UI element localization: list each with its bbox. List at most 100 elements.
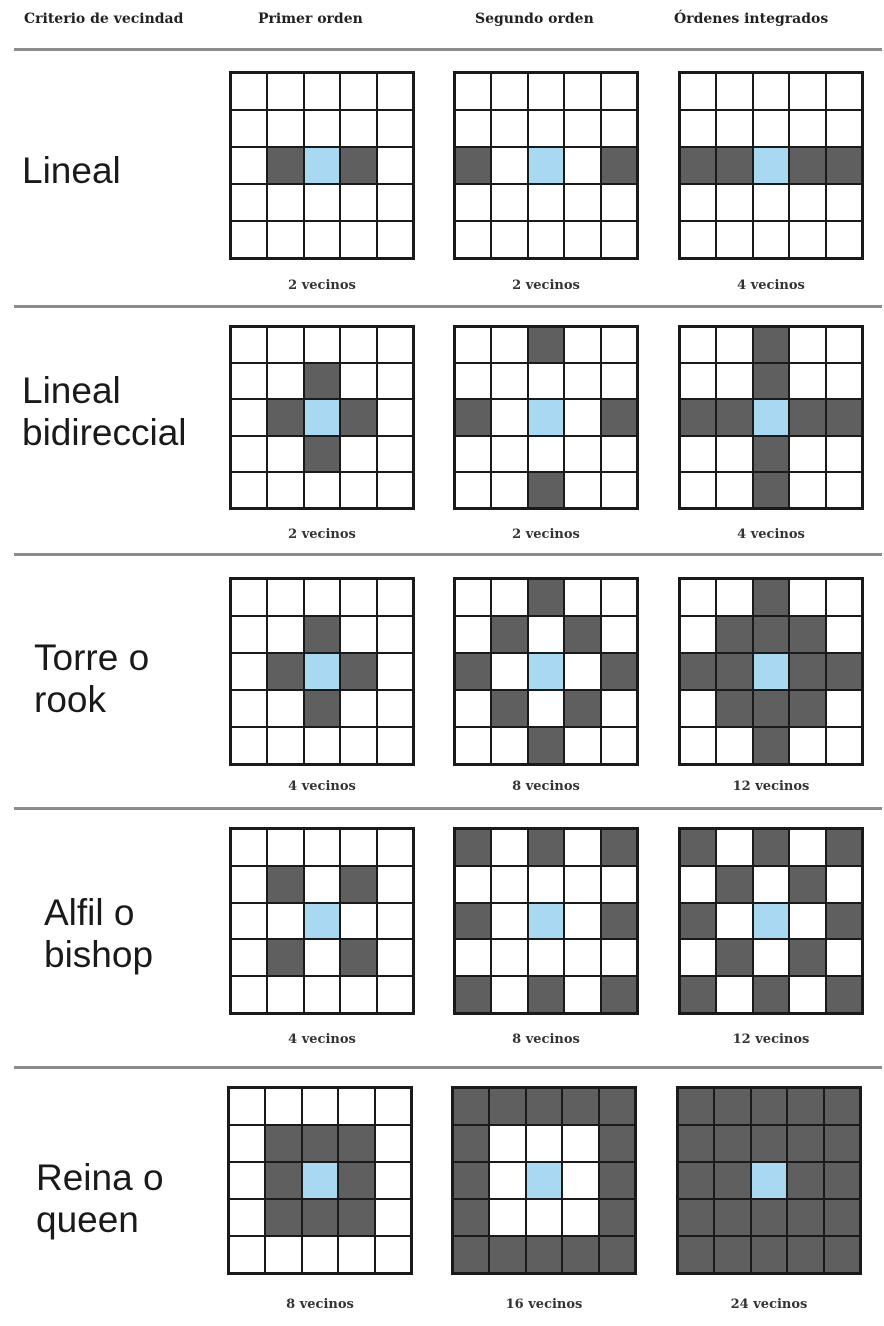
empty-cell bbox=[716, 471, 753, 508]
neighbor-cell bbox=[678, 1199, 715, 1236]
neighbor-cell bbox=[716, 690, 753, 727]
caption-neighbor-count: 4 vecinos bbox=[737, 527, 805, 542]
grid-alfil-integrados bbox=[678, 827, 864, 1015]
empty-cell bbox=[340, 327, 377, 364]
empty-cell bbox=[491, 939, 528, 977]
neighbor-cell bbox=[267, 147, 304, 184]
empty-cell bbox=[716, 976, 753, 1013]
empty-cell bbox=[789, 363, 826, 400]
empty-cell bbox=[716, 327, 753, 364]
neighbor-cell bbox=[600, 147, 637, 184]
center-cell bbox=[752, 653, 790, 690]
empty-cell bbox=[267, 829, 304, 866]
empty-cell bbox=[376, 399, 413, 436]
neighbor-cell bbox=[338, 1162, 375, 1199]
empty-cell bbox=[267, 327, 304, 364]
empty-cell bbox=[376, 221, 413, 258]
empty-cell bbox=[340, 435, 377, 472]
neighbor-cell bbox=[267, 653, 304, 690]
empty-cell bbox=[564, 829, 601, 866]
empty-cell bbox=[231, 829, 268, 866]
neighbor-cell bbox=[789, 939, 826, 977]
neighbor-cell bbox=[453, 1162, 490, 1199]
empty-cell bbox=[825, 221, 862, 258]
empty-cell bbox=[789, 110, 826, 147]
empty-cell bbox=[491, 184, 528, 221]
caption-neighbor-count: 2 vecinos bbox=[288, 527, 356, 542]
empty-cell bbox=[376, 653, 413, 690]
empty-cell bbox=[564, 653, 601, 690]
neighbor-cell bbox=[789, 399, 826, 436]
empty-cell bbox=[564, 902, 601, 940]
neighbor-cell bbox=[716, 865, 753, 903]
neighbor-cell bbox=[340, 147, 377, 184]
header-primer-orden: Primer orden bbox=[258, 11, 363, 27]
empty-cell bbox=[491, 73, 528, 110]
neighbor-cell bbox=[600, 399, 637, 436]
neighbor-cell bbox=[714, 1088, 751, 1125]
empty-cell bbox=[376, 147, 413, 184]
empty-cell bbox=[789, 471, 826, 508]
empty-cell bbox=[680, 727, 717, 764]
empty-cell bbox=[455, 471, 492, 508]
empty-cell bbox=[491, 221, 528, 258]
empty-cell bbox=[680, 184, 717, 221]
empty-cell bbox=[489, 1162, 526, 1199]
neighbor-cell bbox=[455, 399, 492, 436]
empty-cell bbox=[825, 690, 862, 727]
empty-cell bbox=[564, 221, 601, 258]
empty-cell bbox=[374, 1236, 411, 1273]
empty-cell bbox=[789, 829, 826, 866]
neighbor-cell bbox=[752, 471, 790, 508]
empty-cell bbox=[231, 184, 268, 221]
empty-cell bbox=[303, 471, 341, 508]
empty-cell bbox=[825, 939, 862, 977]
divider bbox=[14, 553, 882, 556]
neighbor-cell bbox=[752, 327, 790, 364]
empty-cell bbox=[680, 363, 717, 400]
neighbor-cell bbox=[265, 1162, 302, 1199]
empty-cell bbox=[789, 579, 826, 616]
neighbor-cell bbox=[600, 829, 637, 866]
neighbor-cell bbox=[789, 147, 826, 184]
empty-cell bbox=[267, 902, 304, 940]
empty-cell bbox=[376, 727, 413, 764]
neighbor-cell bbox=[564, 616, 601, 653]
empty-cell bbox=[680, 110, 717, 147]
empty-cell bbox=[231, 363, 268, 400]
empty-cell bbox=[267, 471, 304, 508]
neighbor-cell bbox=[752, 616, 790, 653]
empty-cell bbox=[376, 579, 413, 616]
center-cell bbox=[527, 653, 565, 690]
grid-bidireccional-primer-orden bbox=[229, 325, 415, 510]
caption-neighbor-count: 4 vecinos bbox=[737, 278, 805, 293]
empty-cell bbox=[789, 184, 826, 221]
empty-cell bbox=[301, 1236, 339, 1273]
empty-cell bbox=[376, 902, 413, 940]
empty-cell bbox=[825, 363, 862, 400]
empty-cell bbox=[231, 616, 268, 653]
empty-cell bbox=[562, 1162, 599, 1199]
neighbor-cell bbox=[338, 1125, 375, 1162]
empty-cell bbox=[527, 110, 565, 147]
empty-cell bbox=[491, 363, 528, 400]
neighbor-cell bbox=[527, 471, 565, 508]
empty-cell bbox=[527, 690, 565, 727]
empty-cell bbox=[303, 73, 341, 110]
empty-cell bbox=[231, 902, 268, 940]
neighbor-cell bbox=[600, 976, 637, 1013]
empty-cell bbox=[564, 399, 601, 436]
empty-cell bbox=[267, 579, 304, 616]
neighbor-cell bbox=[525, 1088, 563, 1125]
empty-cell bbox=[267, 363, 304, 400]
empty-cell bbox=[525, 1199, 563, 1236]
empty-cell bbox=[376, 471, 413, 508]
neighbor-cell bbox=[527, 976, 565, 1013]
divider bbox=[14, 807, 882, 810]
empty-cell bbox=[680, 690, 717, 727]
empty-cell bbox=[376, 865, 413, 903]
neighbor-cell bbox=[752, 690, 790, 727]
caption-neighbor-count: 12 vecinos bbox=[732, 779, 810, 794]
empty-cell bbox=[340, 616, 377, 653]
caption-neighbor-count: 8 vecinos bbox=[512, 779, 580, 794]
